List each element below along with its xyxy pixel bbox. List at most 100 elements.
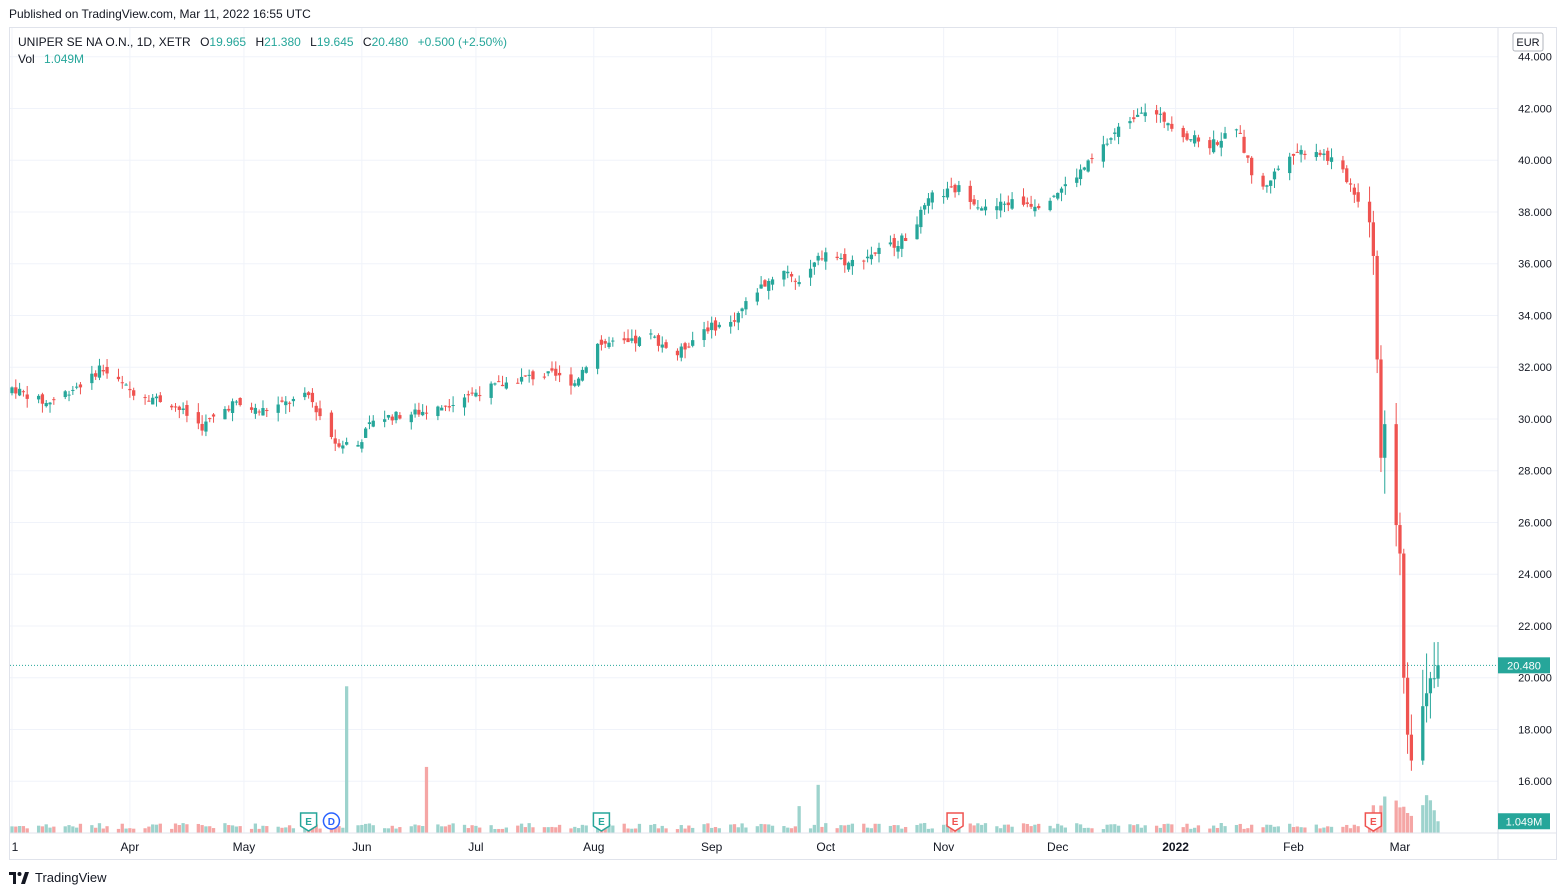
candle-body [1143,112,1147,117]
candle-body [626,338,630,343]
volume-bar [1318,828,1322,833]
volume-bar [903,826,908,833]
event-marker-label: E [598,817,605,828]
candle-body [1242,136,1246,153]
volume-bar [1341,826,1345,833]
x-tick-label: Nov [933,840,954,854]
volume-bar [1402,806,1406,833]
volume-bar [318,828,322,833]
candle-body [101,370,105,372]
candle-body [447,406,451,408]
candle-body [843,254,847,266]
candle-body [356,444,360,447]
volume-bar [303,827,307,833]
candle-body [1037,206,1041,209]
candle-body [116,376,121,380]
volume-bar [793,826,797,833]
volume-bar [763,824,767,833]
candle-body [1402,553,1406,678]
candle-body [1033,206,1037,212]
x-tick-label: Jun [352,840,371,854]
volume-bar [287,825,292,833]
candle-body [607,342,611,348]
volume-bar [1105,824,1109,833]
candle-body [90,373,94,384]
volume-bar [634,828,638,833]
candles [10,103,1440,771]
earnings-marker [946,812,964,832]
volume-bar [1421,805,1425,833]
candle-body [500,384,505,387]
price-chart[interactable]: E D E E E 16.000 18.000 20.000 22.000 24.000 26.0… [10,28,1556,859]
volume-bar [1101,829,1106,833]
chart-area[interactable]: E D E E E 16.000 18.000 20.000 22.000 24.000 26.0… [9,27,1557,860]
candle-body [1075,177,1079,183]
candle-body [14,387,18,394]
candle-body [1086,160,1090,172]
candle-body [679,346,683,358]
candle-body [394,411,398,421]
candle-body [1367,201,1372,223]
candle-body [519,376,524,382]
candle-body [637,337,642,346]
volume-bar [1234,824,1239,833]
volume-bar [462,824,467,833]
candle-body [265,410,269,412]
candle-body [1021,196,1026,205]
candle-body [257,411,261,413]
volume-bar [683,828,687,833]
candle-body [1105,143,1109,145]
price-axis[interactable]: 16.000 18.000 20.000 22.000 24.000 26.000 28.0… [1518,52,1552,789]
volume-bar [1029,826,1033,833]
candle-body [1421,706,1425,761]
candle-body [333,438,337,444]
y-tick-label: 20.000 [1518,673,1552,685]
candle-body [360,442,364,449]
volume-bar [1189,828,1193,833]
volume-bar [421,826,425,833]
volume-bar [17,826,22,833]
currency-box[interactable] [1512,32,1544,52]
candle-body [1265,185,1269,187]
volume-bar [1037,823,1041,833]
volume-bar [607,824,611,833]
volume-bar [1143,825,1147,833]
candle-body [1303,153,1307,155]
candle-body [280,400,284,402]
volume-bar [341,827,345,833]
candle-body [249,407,254,410]
candle-body [820,258,824,260]
candle-body [999,201,1003,211]
volume-bar [261,825,265,833]
volume-legend: Vol 1.049M [18,52,84,66]
volume-bar [238,826,242,833]
volume-bar [542,827,547,833]
volume-bar [234,826,238,833]
volume-bar [1276,826,1280,833]
volume-bar [1212,825,1216,833]
volume-bar [770,825,775,833]
candle-body [1234,129,1239,131]
volume-bar [569,828,573,833]
candle-body [888,242,893,245]
candle-body [208,418,212,420]
candle-body [926,198,931,206]
candle-body [702,329,706,341]
candle-body [470,392,474,394]
candle-body [523,375,527,377]
candle-body [1341,160,1345,170]
volume-bar [1238,823,1242,833]
time-axis[interactable]: 1 Apr May Jun Jul Aug Sep Oct Nov Dec 2022 Feb Mar [12,840,1411,854]
volume-bar [557,824,562,833]
candle-body [1322,153,1326,156]
volume-bar [1154,825,1159,833]
volume-bar [1246,828,1250,833]
volume-bar [284,827,288,833]
volume-bar [554,827,558,833]
legend-close-label: C [363,35,372,49]
volume-bar [797,806,801,833]
candle-body [97,365,102,378]
candle-body [36,395,41,400]
candle-body [554,368,558,376]
